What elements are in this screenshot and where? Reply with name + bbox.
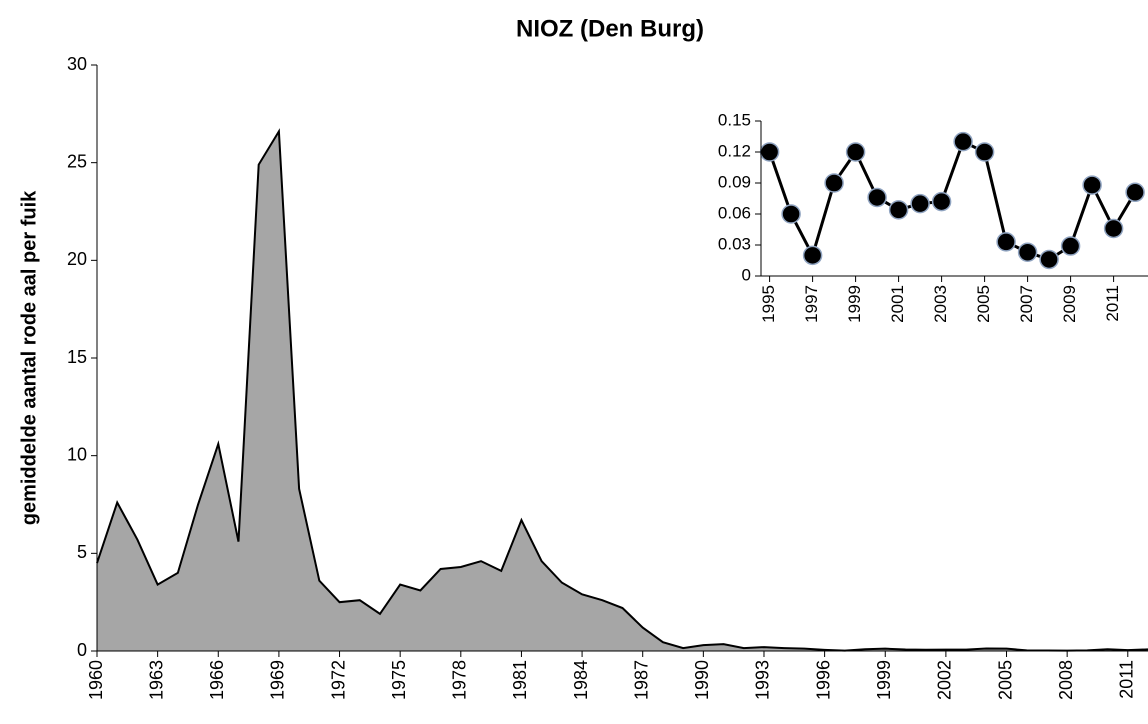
marker	[1082, 175, 1102, 195]
x-tick-label: 1966	[207, 660, 227, 700]
marker	[953, 131, 973, 152]
marker	[845, 142, 866, 162]
marker	[1103, 218, 1124, 239]
marker	[1017, 242, 1038, 262]
x-tick-label: 2011	[1103, 285, 1122, 322]
x-tick-label: 1995	[759, 285, 778, 323]
x-tick-label: 1975	[389, 660, 409, 700]
x-tick-label: 1999	[845, 285, 864, 323]
x-tick-label: 1972	[328, 660, 348, 700]
x-tick-label: 2008	[1056, 660, 1076, 700]
x-tick-label: 1960	[86, 660, 106, 700]
y-tick-label: 0.09	[718, 172, 751, 191]
marker	[931, 191, 952, 212]
x-tick-label: 2003	[931, 285, 950, 323]
x-tick-label: 1993	[753, 660, 773, 700]
x-tick-label: 1999	[874, 660, 894, 700]
y-tick-label: 30	[67, 54, 87, 74]
x-tick-label: 2005	[974, 285, 993, 323]
x-tick-label: 1996	[813, 660, 833, 700]
y-tick-label: 0.03	[718, 234, 751, 253]
marker	[888, 200, 909, 220]
x-tick-label: 2009	[1060, 285, 1079, 323]
x-tick-label: 2002	[935, 660, 955, 700]
area-outline	[96, 128, 1148, 652]
y-tick-label: 20	[67, 249, 87, 269]
chart-title: NIOZ (Den Burg)	[516, 15, 704, 42]
x-tick-label: 1969	[268, 660, 288, 700]
marker	[824, 173, 844, 193]
marker	[802, 245, 823, 266]
x-tick-label: 1997	[802, 285, 821, 323]
x-tick-label: 1984	[571, 660, 591, 700]
marker	[1060, 236, 1081, 256]
marker	[759, 142, 780, 162]
x-tick-label: 1981	[510, 660, 530, 700]
x-tick-label: 1990	[692, 660, 712, 700]
marker	[867, 187, 887, 208]
x-tick-label: 2005	[995, 660, 1015, 700]
marker	[781, 204, 801, 224]
marker	[910, 193, 930, 214]
y-tick-label: 10	[67, 444, 87, 464]
x-tick-label: 1978	[450, 660, 470, 700]
y-axis-label: gemiddelde aantal rode aal per fuik	[18, 190, 40, 525]
y-tick-label: 0.06	[718, 203, 751, 222]
line	[768, 139, 1137, 262]
y-tick-label: 15	[67, 347, 87, 367]
x-tick-label: 2007	[1017, 285, 1036, 323]
y-tick-label: 0	[742, 265, 751, 284]
x-tick-label: 2001	[888, 285, 907, 323]
marker	[996, 232, 1016, 252]
y-tick-label: 5	[77, 542, 87, 562]
x-tick-label: 1963	[146, 660, 166, 700]
y-tick-label: 25	[67, 151, 87, 171]
y-tick-label: 0	[77, 640, 87, 660]
marker	[1039, 249, 1059, 270]
x-tick-label: 2011	[1117, 660, 1137, 699]
y-tick-label: 0.15	[718, 110, 751, 129]
area	[97, 131, 1148, 651]
y-tick-label: 0.12	[718, 141, 751, 160]
x-tick-label: 1987	[631, 660, 651, 700]
marker	[1125, 182, 1145, 203]
marker	[974, 142, 995, 162]
